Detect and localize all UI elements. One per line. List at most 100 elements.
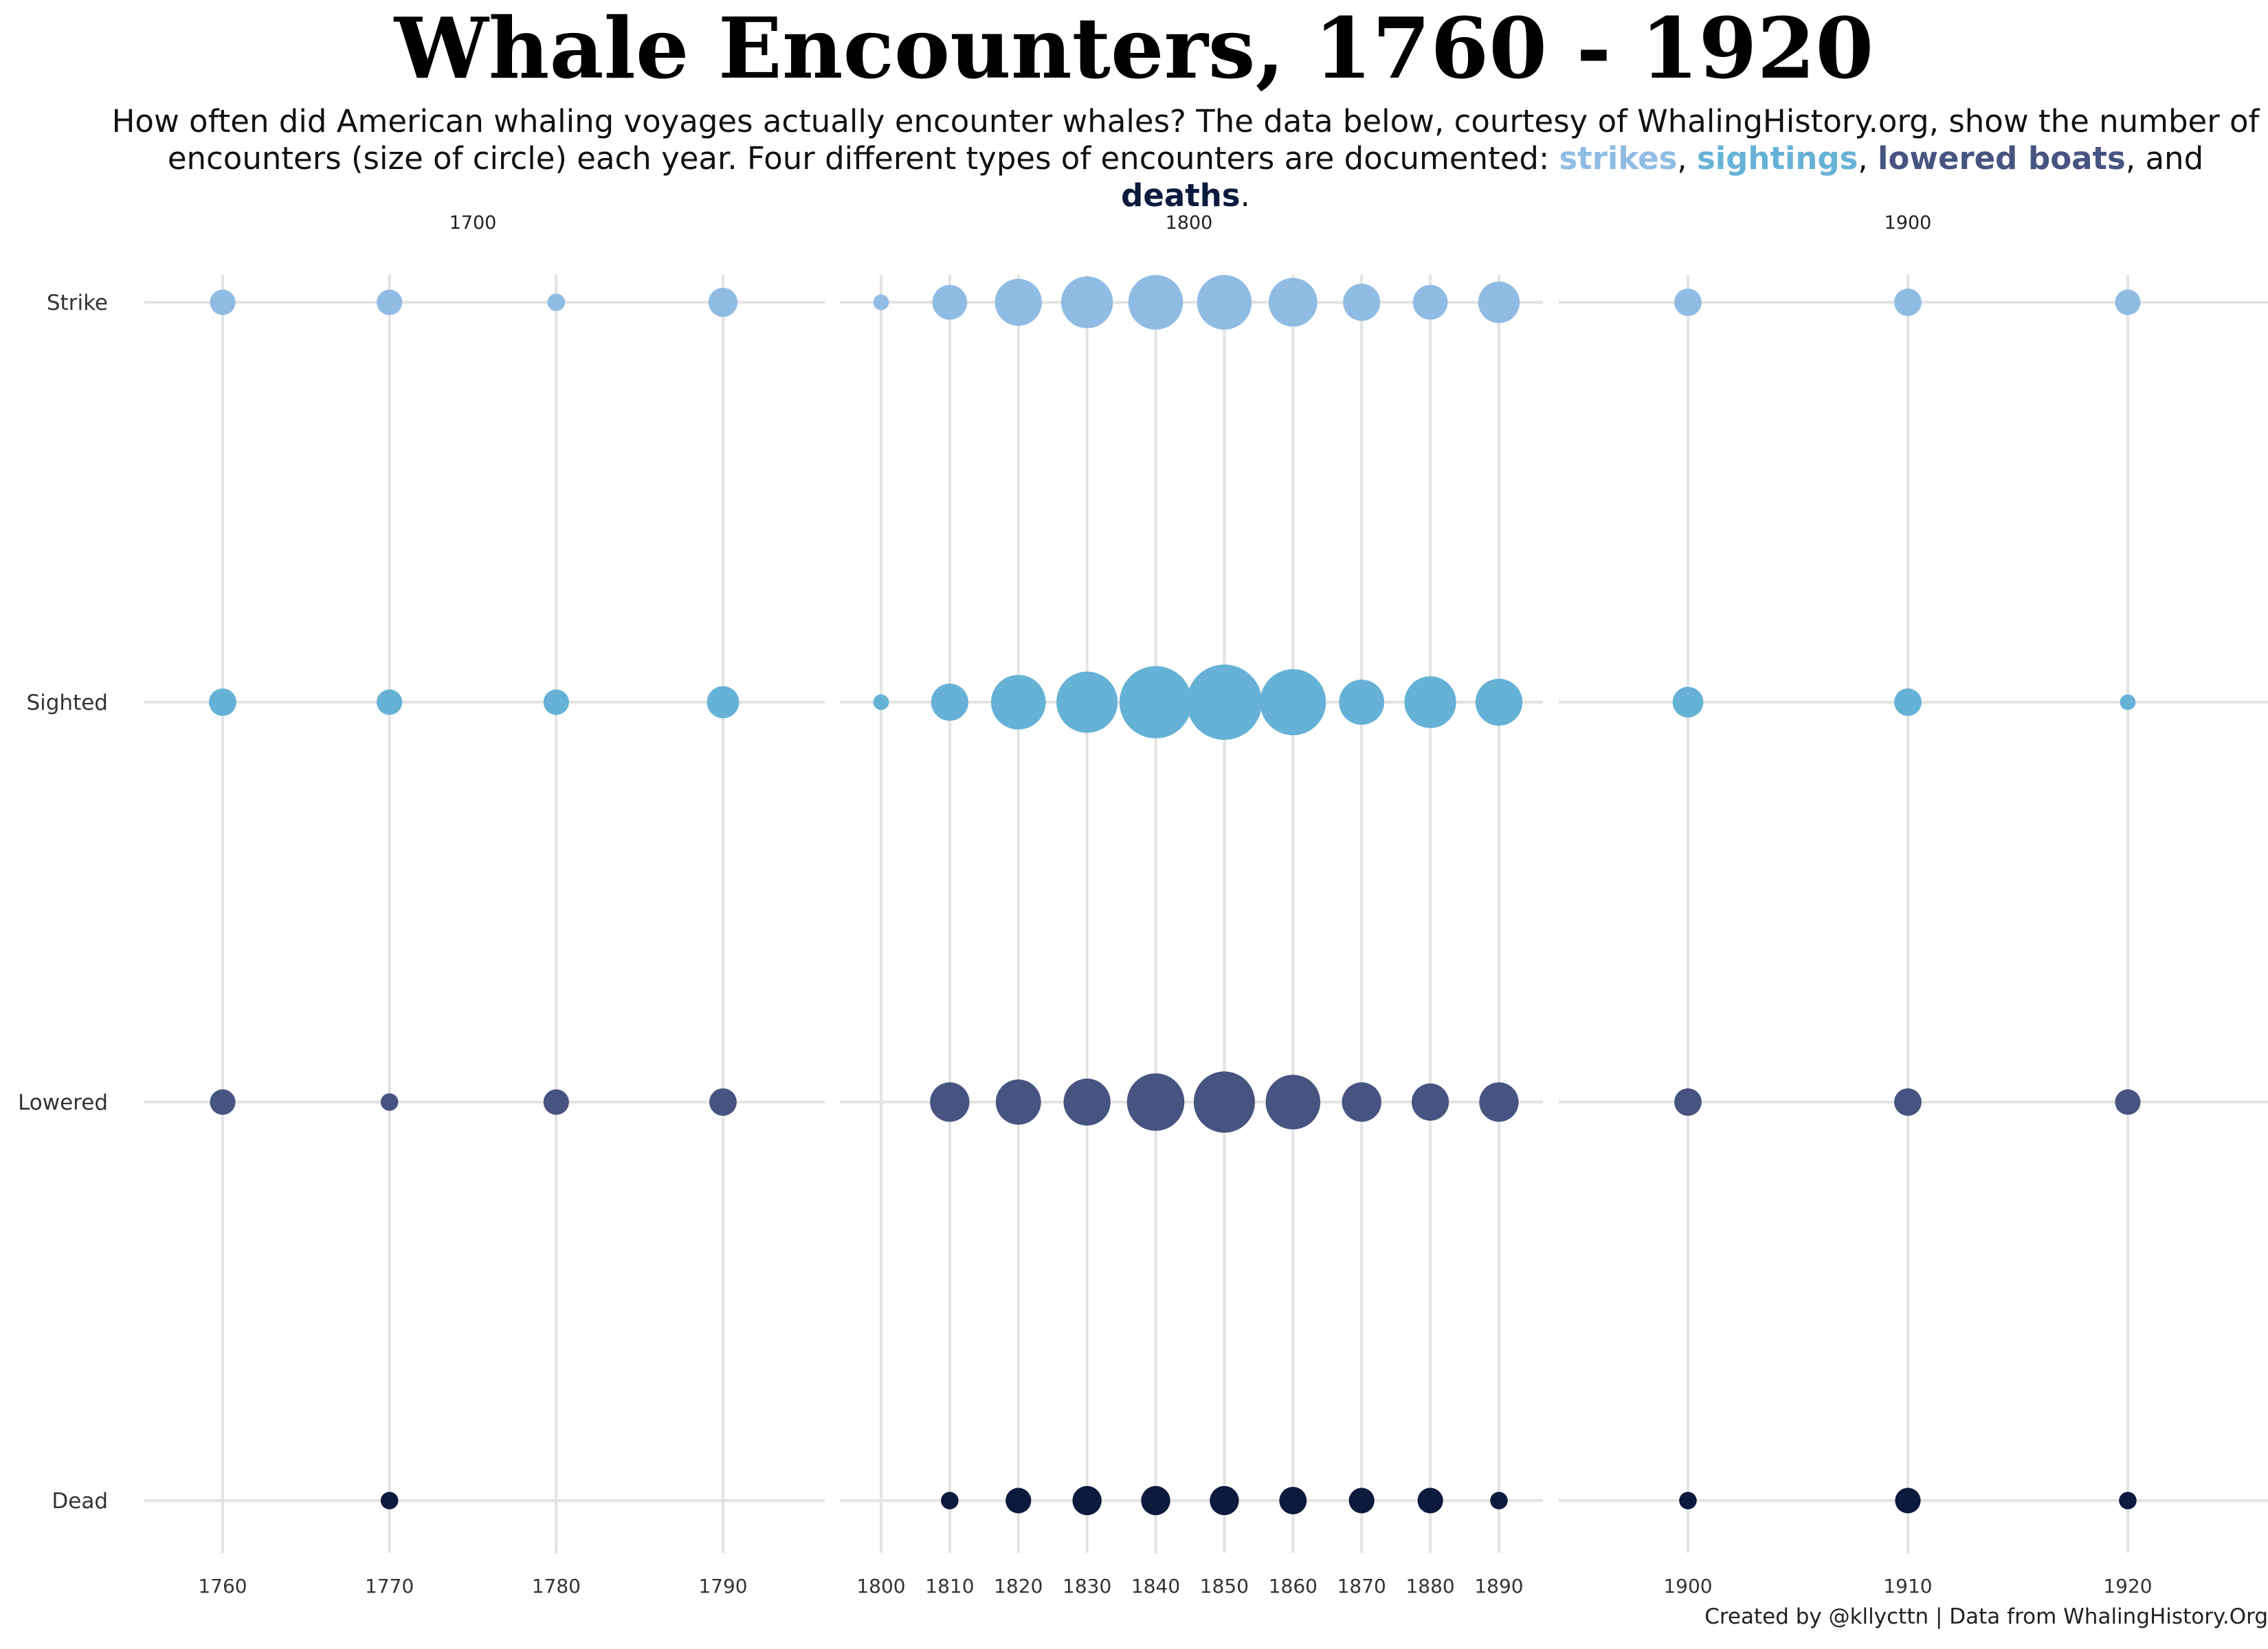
bubble-dead-1880 [1417, 1488, 1443, 1514]
bubble-strike-1910 [1894, 289, 1922, 316]
bubble-sighted-1820 [990, 675, 1046, 730]
bubble-strike-1880 [1412, 284, 1448, 320]
y-label-lowered: Lowered [18, 1090, 108, 1115]
bubble-sighted-1880 [1404, 676, 1456, 728]
legend-strikes: strikes [1559, 140, 1678, 177]
bubble-sighted-1780 [543, 689, 569, 715]
bubble-sighted-1830 [1056, 671, 1118, 733]
bubble-sighted-1840 [1119, 666, 1192, 739]
bubble-lowered-1850 [1193, 1071, 1256, 1133]
y-label-dead: Dead [52, 1489, 108, 1514]
x-tick-label: 1760 [198, 1575, 247, 1597]
bubble-lowered-1910 [1894, 1088, 1922, 1116]
bubble-lowered-1770 [380, 1093, 399, 1111]
bubble-dead-1830 [1072, 1485, 1102, 1516]
bubble-strike-1800 [873, 294, 889, 311]
bubble-sighted-1900 [1672, 686, 1704, 718]
x-tick-label: 1790 [698, 1575, 747, 1597]
bubble-dead-1770 [380, 1492, 399, 1510]
x-tick-label: 1850 [1200, 1575, 1249, 1597]
x-tick-label: 1800 [856, 1575, 905, 1597]
bubble-dead-1840 [1141, 1485, 1170, 1516]
bubble-dead-1920 [2119, 1492, 2137, 1510]
x-tick-label: 1910 [1883, 1575, 1932, 1597]
bubble-sighted-1810 [931, 683, 968, 721]
bubble-strike-1830 [1060, 276, 1113, 328]
chart-caption: Created by @kllycttn | Data from Whaling… [1704, 1604, 2268, 1629]
bubble-strike-1810 [932, 284, 968, 320]
bubble-sighted-1870 [1339, 680, 1385, 725]
bubble-dead-1810 [941, 1492, 959, 1510]
bubble-dead-1900 [1679, 1492, 1697, 1510]
bubble-sighted-1850 [1186, 664, 1263, 740]
bubble-lowered-1880 [1412, 1083, 1449, 1121]
bubble-strike-1920 [2115, 289, 2141, 315]
bubble-lowered-1830 [1063, 1078, 1111, 1126]
bubble-dead-1850 [1210, 1485, 1239, 1516]
bubble-lowered-1840 [1126, 1073, 1185, 1131]
bubble-strike-1840 [1128, 275, 1183, 330]
panel-label: 1700 [449, 212, 497, 234]
bubble-strike-1900 [1674, 289, 1702, 316]
bubble-lowered-1900 [1674, 1088, 1702, 1116]
bubble-sighted-1860 [1260, 669, 1326, 735]
bubble-lowered-1810 [930, 1082, 970, 1122]
bubble-dead-1820 [1005, 1488, 1032, 1514]
x-tick-label: 1920 [2103, 1575, 2152, 1597]
x-tick-label: 1780 [532, 1575, 581, 1597]
bubble-strike-1870 [1343, 283, 1381, 322]
bubble-strike-1780 [547, 293, 566, 311]
bubble-sighted-1760 [209, 688, 236, 716]
bubble-strike-1820 [994, 278, 1042, 326]
x-tick-label: 1810 [925, 1575, 974, 1597]
panel-label: 1900 [1885, 212, 1932, 234]
bubble-strike-1860 [1268, 278, 1318, 327]
subtitle-line-2-prefix: encounters (size of circle) each year. F… [167, 140, 1559, 177]
subtitle-separator: , and [2125, 140, 2204, 177]
panel-label: 1800 [1166, 212, 1213, 234]
x-tick-label: 1830 [1063, 1575, 1111, 1597]
bubble-strike-1770 [377, 289, 403, 315]
bubble-sighted-1770 [377, 689, 403, 715]
x-tick-label: 1820 [994, 1575, 1043, 1597]
y-label-strike: Strike [47, 291, 108, 315]
subtitle-line-2: encounters (size of circle) each year. F… [103, 140, 2268, 214]
bubble-lowered-1870 [1342, 1082, 1381, 1122]
bubble-sighted-1910 [1894, 688, 1922, 716]
bubble-strike-1790 [708, 287, 738, 317]
bubble-strike-1890 [1478, 281, 1520, 324]
x-tick-label: 1890 [1474, 1575, 1523, 1597]
bubble-sighted-1790 [707, 686, 740, 719]
bubble-lowered-1780 [543, 1089, 569, 1115]
x-tick-label: 1840 [1131, 1575, 1180, 1597]
legend-sightings: sightings [1696, 140, 1858, 177]
bubble-lowered-1860 [1265, 1075, 1321, 1130]
bubble-dead-1870 [1348, 1488, 1375, 1514]
chart-title: Whale Encounters, 1760 - 1920 [394, 0, 1874, 98]
bubble-dead-1890 [1490, 1492, 1508, 1510]
bubble-sighted-1890 [1475, 678, 1523, 726]
subtitle-separator: , [1677, 140, 1697, 177]
x-tick-label: 1880 [1405, 1575, 1454, 1597]
bubble-lowered-1760 [210, 1089, 236, 1115]
bubble-sighted-1800 [873, 694, 889, 710]
x-tick-label: 1900 [1663, 1575, 1712, 1597]
subtitle-end: . [1240, 177, 1250, 214]
bubble-dead-1860 [1279, 1487, 1307, 1514]
bubble-lowered-1890 [1479, 1082, 1519, 1122]
bubble-strike-1850 [1197, 275, 1252, 330]
legend-deaths: deaths [1121, 177, 1241, 214]
bubble-strike-1760 [210, 289, 236, 315]
legend-lowered-boats: lowered boats [1878, 140, 2126, 177]
bubble-lowered-1920 [2115, 1089, 2141, 1115]
y-label-sighted: Sighted [26, 691, 108, 715]
x-tick-label: 1870 [1337, 1575, 1386, 1597]
bubble-sighted-1920 [2120, 694, 2136, 710]
x-tick-label: 1770 [365, 1575, 414, 1597]
x-tick-label: 1860 [1269, 1575, 1318, 1597]
bubble-dead-1910 [1895, 1488, 1921, 1514]
bubble-lowered-1820 [995, 1079, 1041, 1125]
chart-subtitle: How often did American whaling voyages a… [103, 103, 2268, 214]
subtitle-separator: , [1858, 140, 1878, 177]
